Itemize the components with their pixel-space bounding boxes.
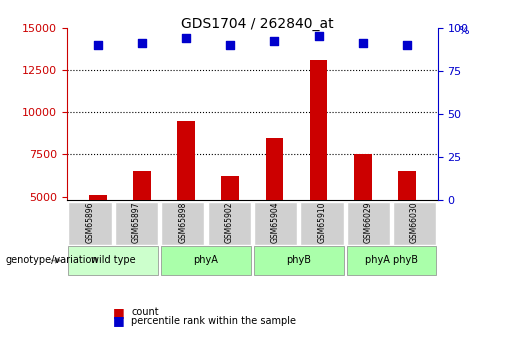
Text: wild type: wild type (91, 256, 135, 265)
Text: ■: ■ (113, 314, 125, 327)
Text: GSM65898: GSM65898 (178, 202, 187, 243)
Text: count: count (131, 307, 159, 317)
Text: GSM66030: GSM66030 (410, 202, 419, 243)
Point (315, 33, 323, 39)
Text: phyB: phyB (286, 256, 311, 265)
Point (358, 40, 367, 46)
Point (94, 42, 102, 48)
Bar (354, 155, 371, 281)
Point (138, 40, 146, 46)
Text: phyA: phyA (194, 256, 218, 265)
Bar (89, 195, 107, 281)
Point (226, 42, 234, 48)
Text: GDS1704 / 262840_at: GDS1704 / 262840_at (181, 17, 334, 31)
Text: GSM65897: GSM65897 (132, 202, 141, 243)
Text: GSM65910: GSM65910 (317, 202, 327, 243)
Point (270, 39, 279, 44)
Bar (133, 171, 151, 281)
Bar (221, 176, 239, 281)
Text: genotype/variation: genotype/variation (5, 256, 98, 265)
Text: phyA phyB: phyA phyB (365, 256, 418, 265)
Point (403, 42, 411, 48)
Bar (398, 171, 416, 281)
Text: GSM66029: GSM66029 (364, 202, 373, 243)
Text: GSM65896: GSM65896 (85, 202, 95, 243)
Text: ■: ■ (113, 306, 125, 319)
Text: GSM65904: GSM65904 (271, 202, 280, 243)
Bar (310, 60, 328, 281)
Bar (266, 138, 283, 281)
Text: GSM65902: GSM65902 (225, 202, 234, 243)
Bar (177, 121, 195, 281)
Text: percentile rank within the sample: percentile rank within the sample (131, 316, 296, 326)
Point (182, 35, 190, 41)
Y-axis label: %: % (458, 26, 469, 36)
